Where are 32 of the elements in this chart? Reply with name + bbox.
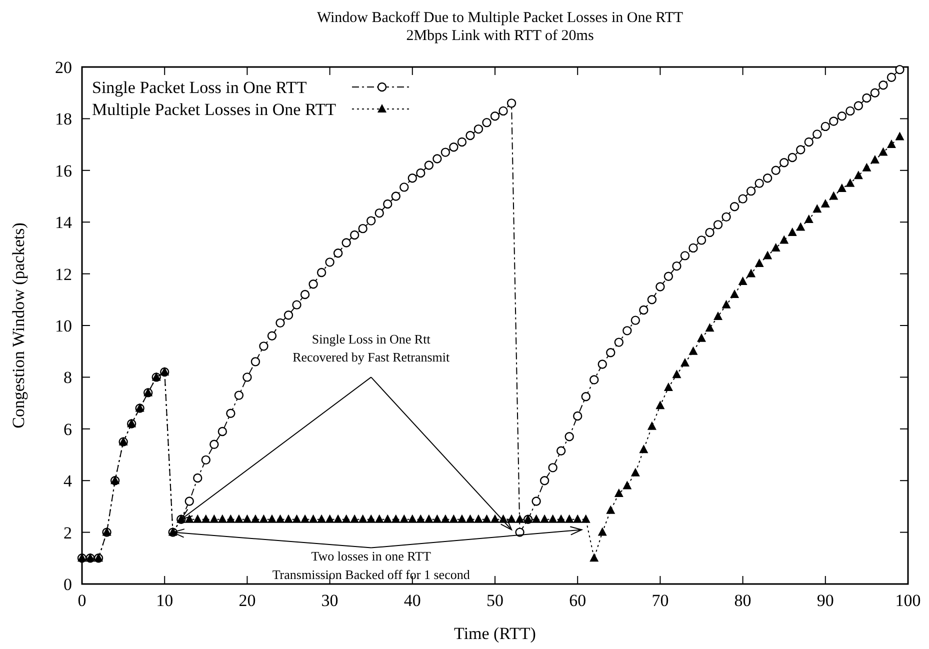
y-tick-label: 0 [64,575,72,594]
x-tick-label: 10 [156,591,174,610]
x-axis-title: Time (RTT) [454,624,536,643]
x-tick-label: 60 [569,591,586,610]
y-tick-label: 12 [55,264,72,284]
y-tick-label: 6 [64,420,72,439]
annotation: Two losses in one RTT [311,548,431,564]
chart-title: Window Backoff Due to Multiple Packet Losses in One RTT [316,10,684,26]
y-tick-label: 20 [55,58,72,77]
annotation: Single Loss in One Rtt [312,332,431,347]
y-tick-label: 2 [64,523,72,542]
x-tick-label: 80 [734,591,752,610]
y-tick-label: 4 [64,472,72,491]
y-tick-label: 18 [55,110,72,129]
legend-label: Multiple Packet Losses in One RTT [92,100,337,119]
x-tick-label: 100 [895,591,921,610]
x-tick-label: 70 [652,591,669,610]
x-tick-label: 40 [404,591,421,610]
y-tick-label: 14 [55,213,72,232]
x-tick-label: 20 [238,591,256,610]
text: Single Packet Loss in One RTT [92,78,308,97]
y-tick-label: 8 [64,368,72,388]
x-tick-label: 90 [816,591,834,610]
x-tick-label: 50 [486,591,504,610]
y-tick-label: 16 [55,161,72,180]
y-tick-label: 10 [55,316,72,336]
chart-subtitle: 2Mbps Link with RTT of 20ms [406,28,594,44]
annotation: Transmission Backed off for 1 second [272,566,470,582]
x-tick-label: 30 [321,591,338,610]
x-tick-label: 0 [78,591,86,610]
annotation: Recovered by Fast Retransmit [292,350,450,365]
y-axis-title: Congestion Window (packets) [9,222,28,428]
